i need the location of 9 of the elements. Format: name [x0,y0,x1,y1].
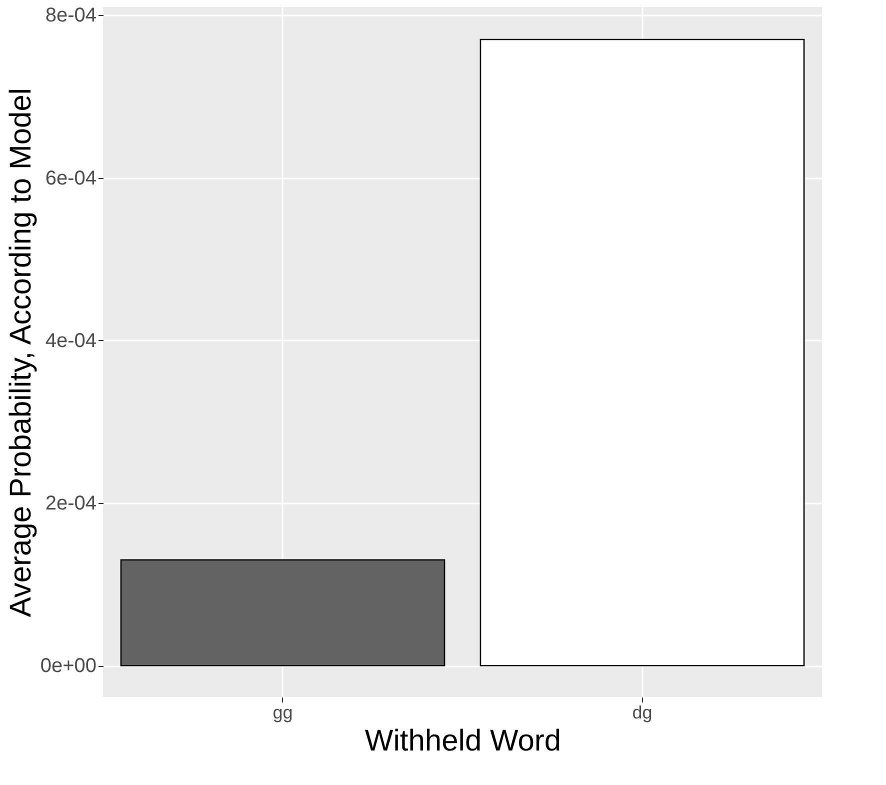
y-tick-label: 6e-04 [45,167,96,190]
y-axis-title: Average Probability, According to Model [4,88,38,618]
x-tick-label: dg [632,702,652,722]
y-tick-label: 8e-04 [45,4,96,27]
y-tick-label: 2e-04 [45,492,96,514]
x-tick-label: gg [272,702,293,722]
y-tick-label: 0e+00 [40,655,96,678]
x-axis-title: Withheld Word [364,724,562,758]
y-tick-label: 4e-04 [45,330,96,352]
